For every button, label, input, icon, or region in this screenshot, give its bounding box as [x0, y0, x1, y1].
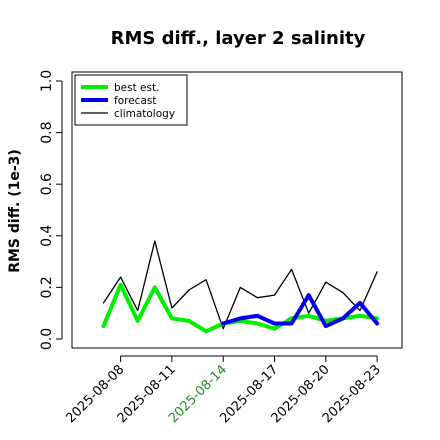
legend-label: climatology [114, 108, 175, 120]
series-lines [101, 240, 380, 334]
y-tick-label: 0.6 [39, 173, 55, 195]
y-tick-label: 0.4 [39, 225, 55, 247]
y-tick-label: 0.8 [39, 121, 55, 143]
y-tick-label: 0.2 [39, 276, 55, 298]
x-axis: 2025-08-082025-08-112025-08-142025-08-17… [63, 355, 384, 426]
plot-area-border [71, 71, 403, 349]
y-tick-label: 1.0 [39, 70, 55, 92]
legend-label: forecast [114, 95, 156, 107]
y-axis-label: RMS diff. (1e-3) [7, 149, 23, 273]
y-axis: 0.0 0.2 0.4 0.6 0.8 1.0 [39, 70, 63, 350]
series-line-forecast [221, 293, 380, 329]
series-line-best-est [101, 282, 380, 334]
legend-label: best est. [114, 82, 159, 94]
series-line-climatology [102, 240, 378, 330]
y-tick-label: 0.0 [39, 328, 55, 350]
chart-title: RMS diff., layer 2 salinity [111, 28, 366, 49]
